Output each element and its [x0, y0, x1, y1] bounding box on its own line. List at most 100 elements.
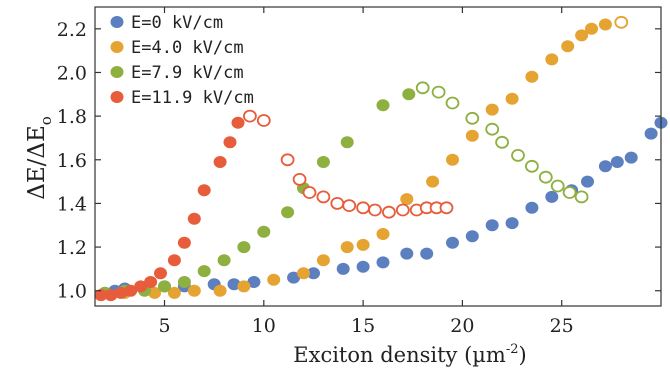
data-point-series3-filled-14	[376, 99, 390, 112]
y-tick-label: 2.2	[57, 19, 87, 41]
data-point-series3-filled-13	[340, 136, 354, 149]
legend-marker	[110, 16, 124, 28]
data-point-series1-filled-19	[485, 219, 499, 232]
data-point-series4-open-2	[256, 114, 271, 127]
data-point-series1-filled-28	[644, 127, 658, 140]
data-point-series1-filled-25	[598, 160, 612, 173]
data-point-series3-filled-6	[197, 265, 211, 278]
data-point-series2-open-1	[614, 15, 629, 29]
x-axis-title-close: )	[519, 343, 527, 367]
data-point-series2-filled-15	[426, 175, 440, 188]
data-points	[94, 15, 668, 302]
legend-marker	[110, 66, 124, 78]
data-point-series3-filled-9	[257, 225, 271, 238]
data-point-series3-open-8	[525, 159, 539, 173]
y-axis-title-subscript: o	[37, 116, 55, 125]
data-point-series2-filled-25	[598, 18, 612, 31]
data-point-series1-filled-24	[581, 175, 594, 188]
data-point-series1-filled-12	[336, 262, 350, 275]
data-point-series3-filled-4	[158, 280, 171, 293]
data-point-series2-filled-8	[267, 273, 281, 286]
data-point-series1-filled-16	[420, 247, 434, 260]
data-point-series2-filled-6	[213, 284, 227, 297]
y-tick-label: 1.4	[57, 193, 87, 215]
data-point-series3-open-3	[445, 96, 460, 110]
data-point-series4-filled-1	[94, 289, 108, 302]
data-point-series1-filled-14	[376, 256, 390, 269]
data-point-series2-filled-17	[465, 129, 479, 142]
x-tick-label: 5	[158, 315, 170, 337]
data-point-series3-open-12	[574, 190, 589, 204]
data-point-series3-open-7	[511, 148, 525, 162]
data-point-series2-filled-22	[561, 40, 575, 53]
x-axis-title-main: Exciton density (µm	[293, 343, 506, 367]
data-point-series1-filled-10	[287, 271, 301, 284]
data-point-series2-filled-13	[376, 228, 390, 240]
data-point-series4-open-12	[395, 203, 410, 217]
data-point-series3-open-4	[465, 111, 480, 125]
x-axis-title-exponent: -2	[506, 342, 519, 357]
data-point-series1-filled-20	[505, 217, 519, 230]
plot-frame	[94, 6, 662, 307]
data-point-series3-filled-10	[281, 206, 295, 219]
data-point-series3-open-11	[562, 186, 577, 199]
data-point-series2-filled-20	[525, 70, 539, 83]
legend-label: E=0 kV/cm	[131, 13, 223, 33]
data-point-series4-open-11	[381, 205, 396, 219]
data-point-series1-filled-11	[307, 267, 320, 280]
data-point-series4-filled-14	[231, 116, 245, 129]
data-point-series2-filled-10	[316, 254, 330, 267]
data-point-series4-filled-5	[134, 280, 148, 293]
x-tick-label: 25	[550, 315, 574, 337]
data-point-series3-filled-5	[177, 276, 191, 288]
data-point-series4-open-7	[330, 196, 345, 210]
data-point-series2-filled-4	[167, 286, 181, 299]
data-point-series4-open-9	[356, 201, 371, 215]
data-point-series1-filled-9	[247, 276, 261, 288]
data-point-series4-filled-10	[187, 212, 201, 225]
data-point-series2-filled-3	[148, 286, 162, 299]
data-point-series4-open-3	[280, 153, 295, 167]
data-point-series3-open-9	[538, 170, 553, 184]
data-point-series1-filled-8	[227, 278, 241, 291]
y-tick-label: 2.0	[57, 62, 87, 84]
data-point-series4-open-5	[302, 186, 317, 199]
data-point-series4-open-4	[292, 172, 307, 186]
y-tick-label: 1.6	[57, 150, 87, 172]
data-point-series1-filled-13	[356, 260, 370, 273]
y-tick-label: 1.0	[57, 281, 87, 303]
legend-marker	[110, 41, 124, 53]
x-tick-label: 15	[351, 315, 375, 337]
y-axis-title: ΔE/ΔEo	[24, 116, 55, 200]
data-point-series2-filled-5	[187, 284, 201, 297]
x-tick-label: 20	[450, 315, 474, 337]
data-point-series2-filled-19	[505, 92, 519, 105]
data-point-series1-filled-18	[465, 230, 479, 243]
data-point-series1-filled-26	[610, 156, 624, 168]
data-point-series4-filled-9	[177, 236, 191, 249]
axis-ticks: 5 10 15 20 25 1.0 1.2 1.4 1.6 1.8 2.0 2.2	[57, 7, 661, 337]
data-point-series4-open-16	[439, 201, 454, 215]
data-point-series3-filled-12	[316, 156, 330, 168]
data-point-series4-open-1	[242, 109, 257, 123]
data-point-series3-open-10	[550, 179, 565, 193]
data-point-series4-filled-7	[154, 267, 167, 280]
data-point-series4-filled-4	[124, 284, 138, 297]
legend: E=0 kV/cm E=4.0 kV/cm E=7.9 kV/cm E=11.9 kV…	[110, 13, 254, 108]
x-axis-title: Exciton density (µm-2)	[293, 342, 526, 367]
data-point-series1-filled-27	[624, 151, 638, 164]
data-point-series2-filled-14	[400, 193, 414, 206]
x-tick-label: 10	[252, 315, 276, 337]
data-point-series4-filled-2	[104, 289, 118, 302]
data-point-series2-filled-16	[446, 153, 459, 166]
y-tick-label: 1.8	[57, 106, 87, 128]
data-point-series4-open-10	[368, 203, 382, 217]
data-point-series4-filled-8	[167, 254, 181, 267]
data-point-series4-filled-13	[223, 136, 237, 149]
data-point-series4-open-8	[342, 199, 357, 213]
data-point-series2-filled-23	[575, 29, 589, 42]
data-point-series4-filled-3	[114, 286, 128, 299]
legend-label: E=7.9 kV/cm	[131, 63, 244, 83]
legend-label: E=11.9 kV/cm	[131, 88, 254, 108]
